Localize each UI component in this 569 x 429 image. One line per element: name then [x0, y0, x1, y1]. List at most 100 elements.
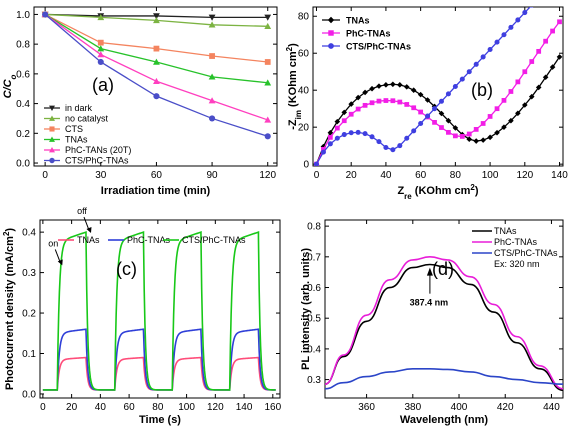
data-point: [459, 134, 465, 139]
data-point: [376, 139, 382, 145]
data-point: [376, 83, 382, 89]
data-point: [411, 128, 417, 134]
data-point: [404, 135, 410, 141]
data-point: [327, 129, 334, 136]
x-tick-label: 0: [42, 170, 48, 181]
x-tick-label: 140: [236, 402, 253, 413]
legend-marker: [49, 105, 55, 111]
data-point: [348, 111, 354, 117]
data-point: [530, 7, 534, 8]
x-tick-label: 60: [415, 170, 427, 181]
data-point: [397, 143, 403, 149]
annotation-arrow: [54, 249, 61, 263]
y-tick-label: 0.4: [22, 228, 36, 239]
data-point: [97, 39, 104, 46]
data-point: [264, 133, 271, 140]
annotation-arrow: [83, 216, 90, 231]
data-point: [529, 59, 535, 64]
data-point: [528, 93, 535, 100]
data-point: [264, 59, 271, 65]
data-point: [390, 81, 396, 88]
x-tick-label: 40: [95, 402, 107, 413]
data-point: [341, 132, 347, 138]
annotation-label: on: [48, 238, 58, 248]
data-point: [515, 17, 521, 23]
legend-marker: [327, 16, 335, 24]
data-point: [536, 48, 542, 54]
data-point: [522, 102, 528, 108]
legend-marker: [49, 115, 55, 121]
data-point: [480, 54, 486, 60]
data-point: [466, 136, 473, 142]
y-tick-label: 0: [303, 160, 309, 171]
legend-marker: [49, 136, 55, 142]
data-point: [383, 82, 389, 88]
data-point: [97, 14, 105, 21]
panel-a: 0 30 60 90 120 0.0 0.2 0.4 0.6 0.8 1.0 (a) Irradiati…: [2, 6, 278, 197]
y-tick-label: 0.2: [16, 129, 30, 140]
data-point: [487, 47, 493, 53]
y-axis-label: -Zim (KOhm cm2): [285, 43, 303, 130]
series-group: [325, 256, 563, 390]
data-point: [466, 131, 472, 137]
legend-label: CTS: [65, 124, 83, 134]
data-point: [515, 110, 521, 117]
series-group: [42, 356, 276, 391]
data-point: [480, 121, 486, 126]
data-point: [334, 125, 340, 131]
y-tick-label: 0.4: [16, 99, 30, 110]
x-tick-label: 420: [497, 402, 514, 413]
series-group: [313, 54, 563, 166]
data-point: [313, 161, 319, 166]
data-point: [97, 51, 105, 58]
data-point: [410, 87, 417, 93]
y-tick-label: 60: [298, 49, 310, 60]
series-line: [315, 7, 531, 165]
data-point: [522, 10, 528, 16]
x-tick-label: 440: [543, 402, 560, 413]
data-point: [153, 45, 160, 52]
series-line: [325, 256, 563, 390]
series-group: [314, 19, 562, 166]
data-point: [369, 100, 375, 106]
data-point: [42, 11, 49, 18]
legend-marker: [328, 43, 334, 49]
data-point: [390, 147, 396, 153]
data-point: [459, 76, 465, 82]
series-group: [313, 7, 534, 166]
data-point: [264, 79, 272, 86]
data-point: [508, 24, 514, 30]
legend-label: CTS/PhC-TNAs: [494, 248, 558, 258]
data-point: [208, 97, 216, 104]
data-point: [515, 79, 521, 85]
legend-label: TNAs: [346, 16, 370, 26]
x-tick-label: 80: [152, 402, 164, 413]
data-point: [424, 97, 431, 103]
y-tick-label: 0.6: [16, 69, 30, 80]
data-point: [432, 106, 438, 112]
data-point: [452, 125, 459, 131]
data-point: [487, 134, 493, 141]
plot-frame: [312, 6, 564, 167]
data-point: [494, 106, 500, 112]
data-point: [209, 115, 216, 122]
y-tick-label: 0.6: [307, 283, 321, 294]
x-tick-label: 40: [380, 170, 392, 181]
data-point: [209, 53, 215, 59]
data-point: [264, 116, 272, 123]
data-point: [466, 69, 472, 75]
data-point: [97, 58, 104, 66]
data-point: [264, 22, 272, 30]
panel-b: 0 20 40 60 80 100 120 140 0 20 40 60 80 (b) Zre (KOhm …: [285, 6, 568, 201]
data-point: [334, 118, 341, 125]
data-point: [473, 127, 479, 132]
legend-label: PhC-TNAs: [494, 237, 538, 247]
y-axis-label: C/Co: [2, 74, 18, 98]
x-axis-label: Wavelength (nm): [400, 414, 489, 426]
series-group: [325, 263, 563, 392]
y-tick-label: 0.5: [307, 314, 321, 325]
legend-label: no catalyst: [65, 114, 109, 124]
y-tick-label: 40: [298, 86, 310, 97]
data-point: [376, 98, 382, 104]
data-point: [334, 135, 340, 141]
